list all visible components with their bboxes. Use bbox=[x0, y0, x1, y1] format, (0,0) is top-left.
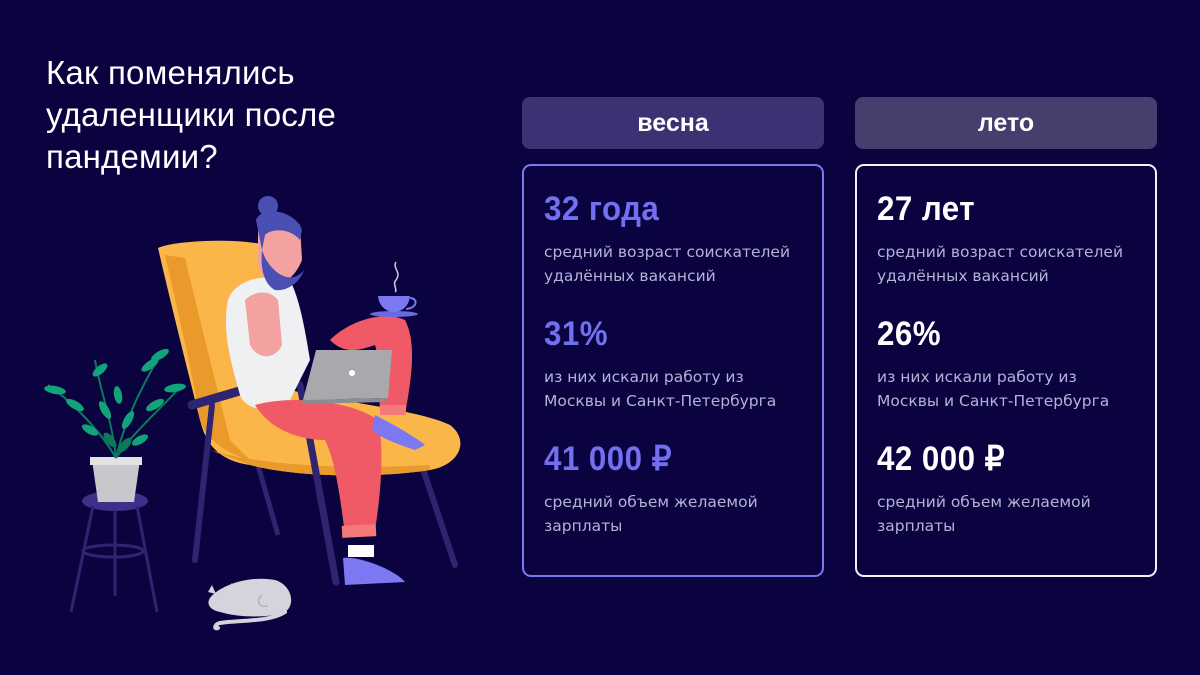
stool-icon bbox=[69, 491, 159, 613]
page-title: Как поменялись удаленщики после пандемии… bbox=[46, 52, 466, 178]
stat-description-line: средний объем желаемой bbox=[877, 493, 1091, 511]
title-line: пандемии? bbox=[46, 138, 218, 175]
stat-age: 32 года средний возраст соискателей удал… bbox=[544, 190, 802, 315]
summer-column: лето 27 лет средний возраст соискателей … bbox=[855, 97, 1157, 577]
stat-description-line: средний объем желаемой bbox=[544, 493, 758, 511]
stat-description: средний возраст соискателей удалённых ва… bbox=[544, 240, 802, 288]
stat-description: средний объем желаемой зарплаты bbox=[877, 490, 1135, 538]
stat-description-line: зарплаты bbox=[877, 517, 956, 535]
stat-description-line: Москвы и Санкт-Петербурга bbox=[877, 392, 1110, 410]
season-label: лето bbox=[977, 108, 1035, 137]
stat-value: 26% bbox=[877, 315, 941, 353]
stat-description-line: средний возраст соискателей bbox=[877, 243, 1124, 261]
coffee-cup-icon bbox=[370, 261, 418, 317]
plant-icon bbox=[44, 348, 186, 502]
sleeping-cat-icon bbox=[208, 578, 292, 631]
stat-description-line: Москвы и Санкт-Петербурга bbox=[544, 392, 777, 410]
laptop-icon bbox=[300, 350, 392, 404]
title-line: Как поменялись bbox=[46, 54, 295, 91]
stat-description-line: удалённых вакансий bbox=[877, 267, 1049, 285]
stat-description: средний возраст соискателей удалённых ва… bbox=[877, 240, 1135, 288]
person-icon bbox=[225, 196, 425, 585]
stat-salary: 41 000 ₽ средний объем желаемой зарплаты bbox=[544, 440, 802, 565]
stat-city-share: 31% из них искали работу из Москвы и Сан… bbox=[544, 315, 802, 440]
stat-description-line: зарплаты bbox=[544, 517, 623, 535]
stat-description: из них искали работу из Москвы и Санкт-П… bbox=[544, 365, 802, 413]
stat-city-share: 26% из них искали работу из Москвы и Сан… bbox=[877, 315, 1135, 440]
stat-description-line: средний возраст соискателей bbox=[544, 243, 791, 261]
stat-value: 27 лет bbox=[877, 190, 976, 228]
spring-column: весна 32 года средний возраст соискателе… bbox=[522, 97, 824, 577]
stats-card-summer: 27 лет средний возраст соискателей удалё… bbox=[855, 164, 1157, 577]
season-label: весна bbox=[637, 108, 709, 137]
season-tab-summer: лето bbox=[855, 97, 1157, 149]
stat-value: 31% bbox=[544, 315, 608, 353]
stat-description: из них искали работу из Москвы и Санкт-П… bbox=[877, 365, 1135, 413]
stat-description: средний объем желаемой зарплаты bbox=[544, 490, 802, 538]
stat-description-line: из них искали работу из bbox=[544, 368, 744, 386]
stat-description-line: из них искали работу из bbox=[877, 368, 1077, 386]
stat-value: 42 000 ₽ bbox=[877, 440, 1005, 478]
remote-worker-illustration bbox=[44, 196, 461, 631]
stats-card-spring: 32 года средний возраст соискателей удал… bbox=[522, 164, 824, 577]
stat-age: 27 лет средний возраст соискателей удалё… bbox=[877, 190, 1135, 315]
stat-salary: 42 000 ₽ средний объем желаемой зарплаты bbox=[877, 440, 1135, 565]
stat-value: 41 000 ₽ bbox=[544, 440, 672, 478]
title-line: удаленщики после bbox=[46, 96, 337, 133]
stat-description-line: удалённых вакансий bbox=[544, 267, 716, 285]
stat-value: 32 года bbox=[544, 190, 660, 228]
season-tab-spring: весна bbox=[522, 97, 824, 149]
